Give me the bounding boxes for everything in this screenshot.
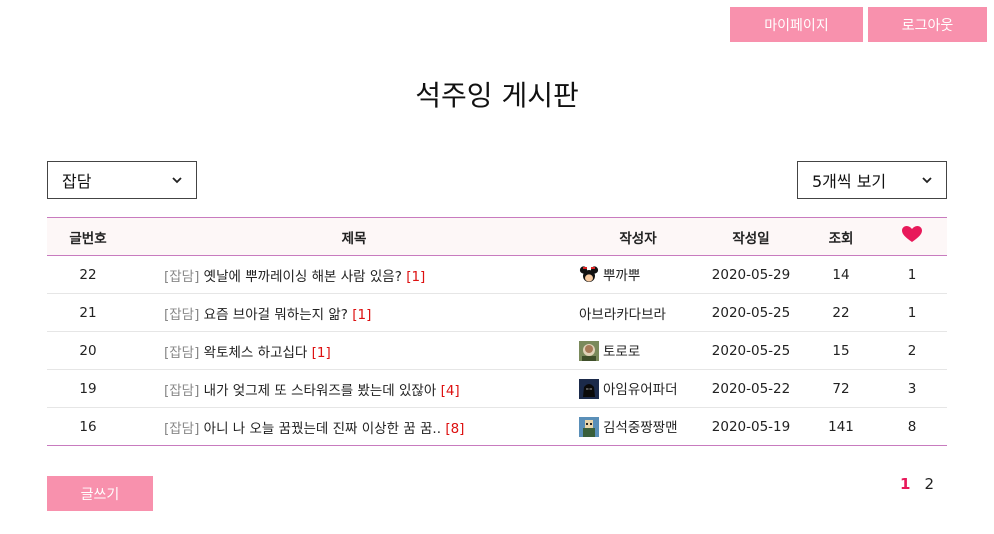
post-number: 20: [47, 331, 129, 370]
category-select-value: 잡담: [62, 172, 92, 191]
author-name: 아임유어파더: [603, 381, 678, 398]
mypage-button[interactable]: 마이페이지: [730, 7, 863, 42]
post-category: [잡담]: [164, 344, 200, 361]
post-likes: 3: [877, 369, 947, 408]
logout-button[interactable]: 로그아웃: [868, 7, 987, 42]
post-title: 아니 나 오늘 꿈꿨는데 진짜 이상한 꿈 꿈..: [203, 420, 442, 437]
post-likes: 1: [877, 255, 947, 294]
post-likes: 1: [877, 293, 947, 332]
table-row[interactable]: 21 [잡담] 요즘 브아걸 뭐하는지 앎? [1] 아브라카다브라 2020-05-…: [47, 293, 947, 332]
page-title: 석주잉 게시판: [415, 79, 579, 112]
author-name: 뿌까뿌: [603, 267, 641, 284]
author-name: 김석중짱짱맨: [603, 419, 678, 436]
post-views: 72: [805, 369, 877, 408]
post-date: 2020-05-25: [697, 331, 805, 370]
author-name: 토로로: [603, 343, 641, 360]
post-title-link[interactable]: [잡담] 내가 엊그제 또 스타워즈를 봤는데 있잖아 [4]: [129, 369, 579, 408]
post-date: 2020-05-19: [697, 407, 805, 446]
column-header-title: 제목: [341, 230, 367, 247]
board-table: 글번호 제목 작성자 작성일 조회 22 [잡담] 옛날에 뿌까레이싱 해본 사람…: [47, 217, 947, 446]
post-author[interactable]: 뿌까뿌: [579, 255, 697, 294]
write-button[interactable]: 글쓰기: [47, 476, 153, 511]
post-likes: 2: [877, 331, 947, 370]
chevron-down-icon: [922, 173, 932, 187]
post-number: 16: [47, 407, 129, 446]
avatar: [579, 378, 599, 399]
post-category: [잡담]: [164, 306, 200, 323]
chevron-down-icon: [172, 173, 182, 187]
post-category: [잡담]: [164, 268, 200, 285]
per-page-select[interactable]: 5개씩 보기: [797, 161, 947, 199]
post-title: 내가 엊그제 또 스타워즈를 봤는데 있잖아: [203, 382, 437, 399]
post-title-link[interactable]: [잡담] 왁토체스 하고십다 [1]: [129, 331, 579, 370]
post-views: 15: [805, 331, 877, 370]
post-title-link[interactable]: [잡담] 옛날에 뿌까레이싱 해본 사람 있음? [1]: [129, 255, 579, 294]
post-number: 22: [47, 255, 129, 294]
post-title: 옛날에 뿌까레이싱 해본 사람 있음?: [203, 268, 402, 285]
comment-count: [1]: [311, 344, 331, 361]
post-date: 2020-05-22: [697, 369, 805, 408]
post-views: 141: [805, 407, 877, 446]
page-link-2[interactable]: 2: [924, 475, 934, 493]
table-row[interactable]: 19 [잡담] 내가 엊그제 또 스타워즈를 봤는데 있잖아 [4] 아임유어파더 2…: [47, 369, 947, 408]
column-header-date: 작성일: [732, 230, 770, 247]
column-header-no: 글번호: [69, 230, 107, 247]
avatar: [579, 416, 599, 437]
post-author[interactable]: 아임유어파더: [579, 369, 697, 408]
category-select[interactable]: 잡담: [47, 161, 197, 199]
post-author[interactable]: 토로로: [579, 331, 697, 370]
post-title-link[interactable]: [잡담] 요즘 브아걸 뭐하는지 앎? [1]: [129, 293, 579, 332]
post-category: [잡담]: [164, 420, 200, 437]
avatar: [579, 340, 599, 361]
post-author[interactable]: 아브라카다브라: [579, 293, 697, 332]
column-header-views: 조회: [828, 230, 854, 247]
table-row[interactable]: 16 [잡담] 아니 나 오늘 꿈꿨는데 진짜 이상한 꿈 꿈.. [8] 김석중짱…: [47, 407, 947, 446]
table-row[interactable]: 22 [잡담] 옛날에 뿌까레이싱 해본 사람 있음? [1] 뿌까뿌 2020-05…: [47, 255, 947, 294]
post-author[interactable]: 김석중짱짱맨: [579, 407, 697, 446]
comment-count: [1]: [352, 306, 372, 323]
post-likes: 8: [877, 407, 947, 446]
page-link-1[interactable]: 1: [900, 475, 911, 493]
post-category: [잡담]: [164, 382, 200, 399]
post-title: 왁토체스 하고십다: [203, 344, 308, 361]
comment-count: [8]: [445, 420, 465, 437]
post-date: 2020-05-29: [697, 255, 805, 294]
post-title: 요즘 브아걸 뭐하는지 앎?: [203, 306, 348, 323]
post-date: 2020-05-25: [697, 293, 805, 332]
table-header-row: 글번호 제목 작성자 작성일 조회: [47, 217, 947, 256]
comment-count: [4]: [440, 382, 460, 399]
post-number: 21: [47, 293, 129, 332]
comment-count: [1]: [406, 268, 426, 285]
column-header-likes: [877, 218, 947, 256]
avatar: [579, 264, 599, 285]
post-views: 14: [805, 255, 877, 294]
heart-icon: [902, 226, 922, 247]
column-header-author: 작성자: [619, 230, 657, 247]
author-name: 아브라카다브라: [579, 306, 666, 323]
post-title-link[interactable]: [잡담] 아니 나 오늘 꿈꿨는데 진짜 이상한 꿈 꿈.. [8]: [129, 407, 579, 446]
table-row[interactable]: 20 [잡담] 왁토체스 하고십다 [1] 토로로 2020-05-25 15 2: [47, 331, 947, 370]
post-views: 22: [805, 293, 877, 332]
post-number: 19: [47, 369, 129, 408]
per-page-select-value: 5개씩 보기: [812, 172, 887, 191]
